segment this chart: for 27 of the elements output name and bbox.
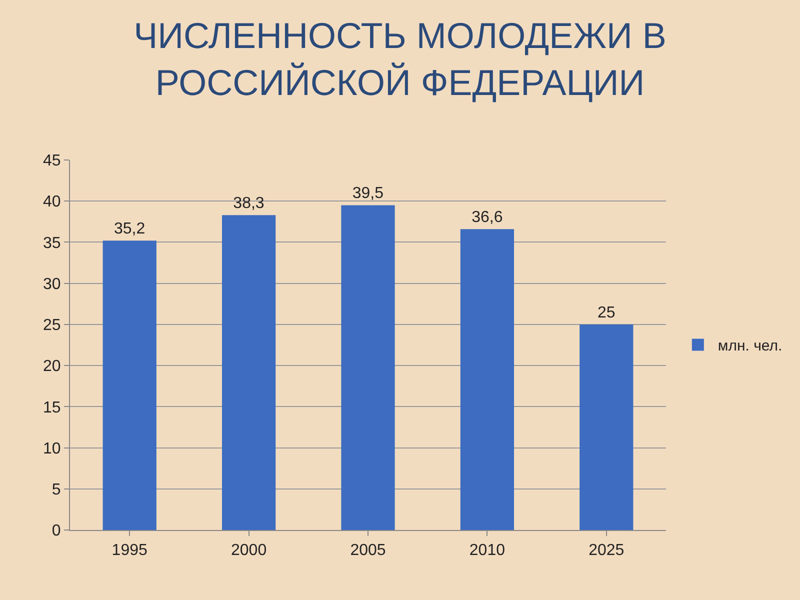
bar	[222, 215, 276, 530]
y-tick-label: 40	[43, 194, 61, 211]
bar	[580, 324, 634, 530]
x-tick-label: 2010	[469, 542, 506, 560]
x-tick-label: 2000	[231, 542, 267, 560]
y-tick-label: 5	[52, 481, 61, 498]
data-label: 38,3	[233, 195, 264, 212]
data-label: 36,6	[472, 209, 503, 226]
data-label: 39,5	[352, 185, 384, 202]
legend-label: млн. чел.	[718, 338, 782, 355]
y-tick-label: 20	[43, 358, 61, 376]
chart-title: ЧИСЛЕННОСТЬ МОЛОДЕЖИ В РОССИЙСКОЙ ФЕДЕРАЦИИ	[134, 15, 666, 103]
x-tick-label: 1995	[112, 542, 148, 560]
bar	[460, 229, 514, 530]
y-tick-label: 25	[43, 317, 61, 334]
y-tick-label: 10	[43, 440, 61, 458]
bar	[102, 240, 156, 530]
data-label: 35,2	[114, 220, 146, 238]
y-tick-label: 45	[43, 152, 61, 170]
x-tick-label: 2005	[350, 542, 386, 560]
y-tick-label: 35	[43, 234, 61, 252]
y-tick-label: 0	[52, 522, 61, 540]
y-tick-label: 15	[43, 399, 61, 416]
x-tick-label: 2025	[588, 542, 624, 560]
data-label: 25	[597, 304, 616, 322]
y-tick-label: 30	[43, 276, 61, 293]
bar	[341, 205, 395, 530]
